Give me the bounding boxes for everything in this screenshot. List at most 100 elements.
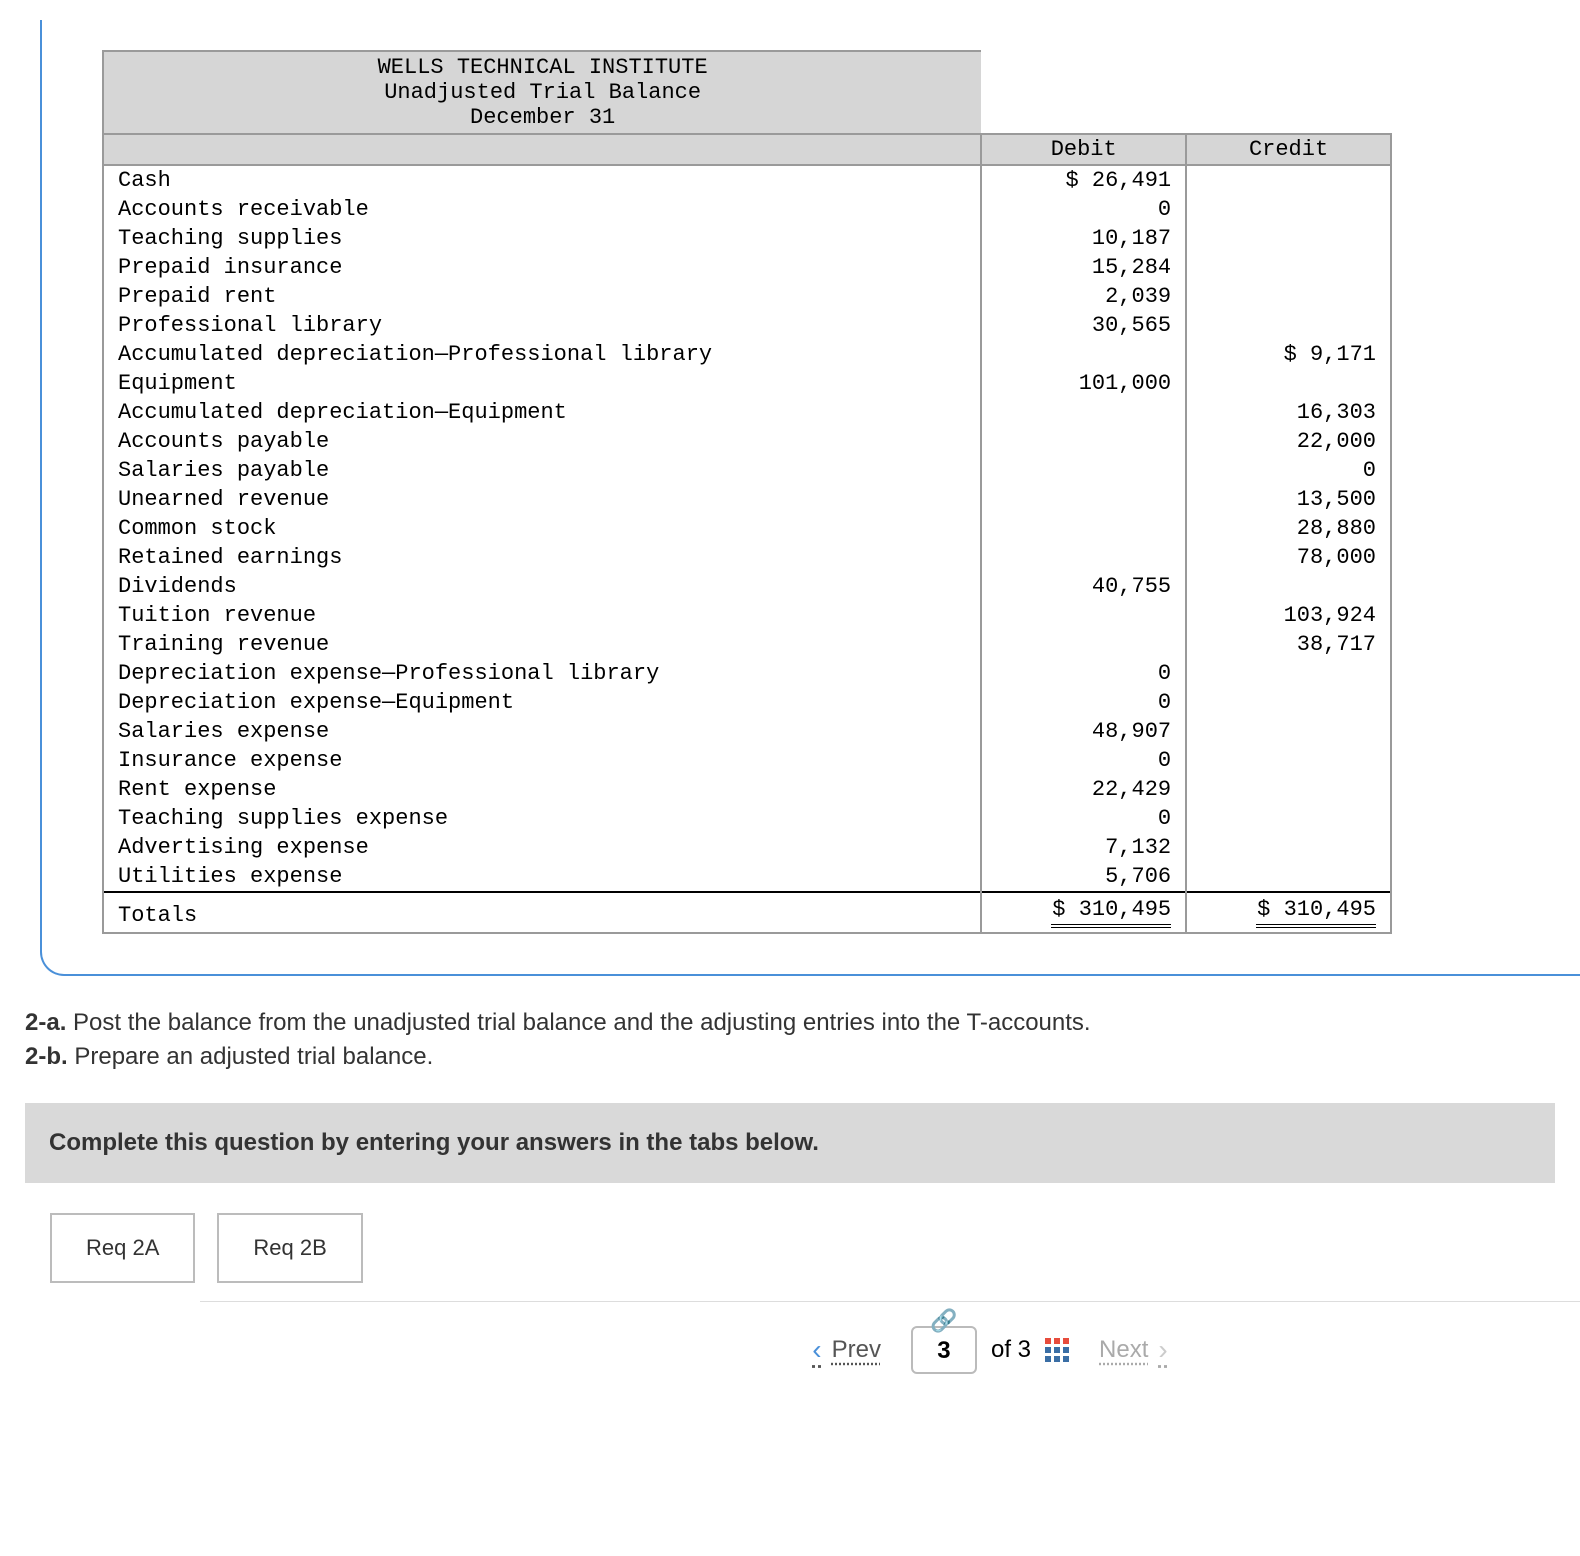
credit-value <box>1186 804 1391 833</box>
account-name: Accounts payable <box>103 427 981 456</box>
next-label: Next <box>1099 1336 1148 1364</box>
table-row: Equipment101,000 <box>103 369 1391 398</box>
credit-value <box>1186 775 1391 804</box>
totals-label: Totals <box>103 892 981 933</box>
account-name: Accounts receivable <box>103 195 981 224</box>
instr-2a-text: Post the balance from the unadjusted tri… <box>73 1009 1091 1036</box>
credit-value: 13,500 <box>1186 485 1391 514</box>
page-of-label: of 3 <box>991 1336 1031 1364</box>
prev-button[interactable]: ‹ Prev <box>812 1336 881 1364</box>
account-name: Insurance expense <box>103 746 981 775</box>
next-button[interactable]: Next › <box>1099 1336 1168 1364</box>
debit-value <box>981 630 1186 659</box>
debit-value <box>981 340 1186 369</box>
table-row: Unearned revenue 13,500 <box>103 485 1391 514</box>
debit-value: 48,907 <box>981 717 1186 746</box>
debit-value: 0 <box>981 659 1186 688</box>
credit-value <box>1186 195 1391 224</box>
account-name: Salaries payable <box>103 456 981 485</box>
account-name: Dividends <box>103 572 981 601</box>
debit-value <box>981 427 1186 456</box>
account-name: Prepaid rent <box>103 282 981 311</box>
table-row: Cash$ 26,491 <box>103 165 1391 195</box>
col-header-debit: Debit <box>981 134 1186 165</box>
account-name: Common stock <box>103 514 981 543</box>
credit-value: 16,303 <box>1186 398 1391 427</box>
debit-value: 0 <box>981 804 1186 833</box>
prev-label: Prev <box>832 1336 881 1364</box>
debit-value: 15,284 <box>981 253 1186 282</box>
complete-bar: Complete this question by entering your … <box>25 1103 1555 1183</box>
table-row: Accounts payable 22,000 <box>103 427 1391 456</box>
table-row: Advertising expense7,132 <box>103 833 1391 862</box>
account-name: Retained earnings <box>103 543 981 572</box>
table-row: Teaching supplies10,187 <box>103 224 1391 253</box>
credit-value <box>1186 572 1391 601</box>
debit-value: 22,429 <box>981 775 1186 804</box>
pager: ‹ Prev 🔗 3 of 3 Next › <box>200 1301 1580 1398</box>
account-name: Utilities expense <box>103 862 981 892</box>
table-row: Accumulated depreciation—Professional li… <box>103 340 1391 369</box>
question-container: WELLS TECHNICAL INSTITUTE Unadjusted Tri… <box>40 20 1580 976</box>
account-name: Salaries expense <box>103 717 981 746</box>
table-row: Training revenue38,717 <box>103 630 1391 659</box>
account-name: Depreciation expense—Professional librar… <box>103 659 981 688</box>
credit-value: 78,000 <box>1186 543 1391 572</box>
account-name: Tuition revenue <box>103 601 981 630</box>
table-row: Insurance expense0 <box>103 746 1391 775</box>
credit-value: 22,000 <box>1186 427 1391 456</box>
table-row: Retained earnings 78,000 <box>103 543 1391 572</box>
trial-balance-body: Cash$ 26,491Accounts receivable0Teaching… <box>103 165 1391 892</box>
table-row: Salaries payable0 <box>103 456 1391 485</box>
table-row: Teaching supplies expense0 <box>103 804 1391 833</box>
req-tabs: Req 2A Req 2B <box>50 1213 1580 1283</box>
debit-value: 2,039 <box>981 282 1186 311</box>
account-name: Teaching supplies expense <box>103 804 981 833</box>
page-number-input[interactable]: 🔗 3 <box>911 1326 977 1374</box>
tab-req-2a[interactable]: Req 2A <box>50 1213 195 1283</box>
table-row: Prepaid rent2,039 <box>103 282 1391 311</box>
table-row: Prepaid insurance15,284 <box>103 253 1391 282</box>
credit-value <box>1186 224 1391 253</box>
credit-value <box>1186 165 1391 195</box>
debit-value: $ 26,491 <box>981 165 1186 195</box>
current-page: 3 <box>937 1337 950 1364</box>
table-row: Dividends40,755 <box>103 572 1391 601</box>
table-row: Utilities expense5,706 <box>103 862 1391 892</box>
tab-req-2b[interactable]: Req 2B <box>217 1213 362 1283</box>
table-row: Professional library30,565 <box>103 311 1391 340</box>
account-name: Professional library <box>103 311 981 340</box>
link-icon: 🔗 <box>930 1308 957 1334</box>
account-name: Rent expense <box>103 775 981 804</box>
chevron-right-icon: › <box>1158 1336 1167 1364</box>
debit-value <box>981 543 1186 572</box>
table-row: Accumulated depreciation—Equipment16,303 <box>103 398 1391 427</box>
credit-value: $ 9,171 <box>1186 340 1391 369</box>
credit-value <box>1186 369 1391 398</box>
credit-value <box>1186 311 1391 340</box>
debit-value: 0 <box>981 195 1186 224</box>
totals-debit: $ 310,495 <box>1051 897 1171 928</box>
credit-value <box>1186 833 1391 862</box>
table-row: Tuition revenue 103,924 <box>103 601 1391 630</box>
debit-value: 0 <box>981 688 1186 717</box>
account-name: Accumulated depreciation—Professional li… <box>103 340 981 369</box>
debit-value <box>981 456 1186 485</box>
instructions: 2-a. Post the balance from the unadjuste… <box>25 1006 1580 1073</box>
chevron-left-icon: ‹ <box>812 1336 821 1364</box>
debit-value: 10,187 <box>981 224 1186 253</box>
credit-value <box>1186 282 1391 311</box>
debit-value: 7,132 <box>981 833 1186 862</box>
instr-2b-label: 2-b. <box>25 1043 68 1070</box>
debit-value: 40,755 <box>981 572 1186 601</box>
account-name: Unearned revenue <box>103 485 981 514</box>
debit-value <box>981 398 1186 427</box>
totals-credit: $ 310,495 <box>1256 897 1376 928</box>
debit-value <box>981 514 1186 543</box>
credit-value <box>1186 746 1391 775</box>
grid-icon[interactable] <box>1045 1338 1069 1362</box>
account-name: Training revenue <box>103 630 981 659</box>
credit-value <box>1186 862 1391 892</box>
credit-value: 103,924 <box>1186 601 1391 630</box>
page-indicator: 🔗 3 of 3 <box>911 1326 1069 1374</box>
